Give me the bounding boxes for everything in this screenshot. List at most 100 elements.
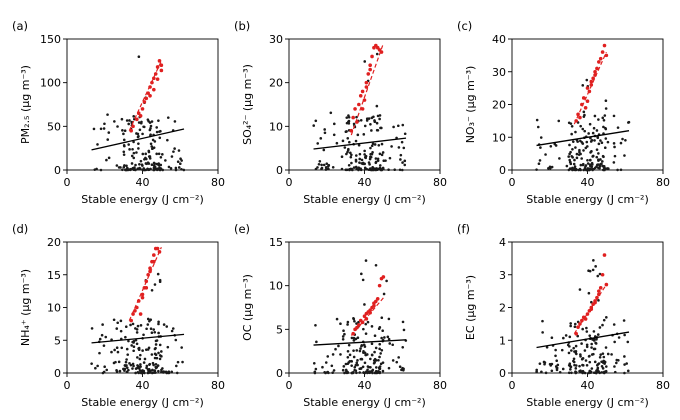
sample-point [331, 371, 334, 375]
y-tick-label: 15 [47, 269, 61, 282]
sample-point [363, 361, 367, 365]
sample-point [376, 157, 380, 161]
sample-point [372, 115, 375, 119]
sample-point [369, 365, 372, 369]
x-tick-label: 80 [433, 176, 447, 189]
sample-point [369, 357, 372, 361]
sample-point [357, 143, 361, 147]
sample-point [350, 167, 354, 171]
sample-point [358, 371, 362, 374]
sample-point [346, 320, 350, 324]
sample-point [599, 139, 602, 142]
sample-point [579, 370, 583, 374]
sample-point [360, 344, 364, 347]
sample-point [370, 325, 374, 328]
sample-point [359, 347, 362, 350]
high-pollution-point [140, 107, 145, 111]
sample-point [364, 156, 367, 160]
sample-point [597, 299, 600, 302]
sample-point [572, 162, 576, 166]
sample-point [622, 319, 626, 322]
panel-label: (b) [234, 19, 250, 33]
sample-point [579, 124, 582, 128]
high-pollution-point [600, 50, 605, 54]
sample-point [354, 337, 358, 341]
sample-point [605, 316, 608, 319]
high-pollution-point [358, 93, 363, 98]
high-pollution-point [133, 308, 137, 313]
sample-point [113, 348, 116, 352]
high-pollution-point [159, 63, 164, 67]
sample-point [588, 334, 592, 337]
y-axis-label: NH₄⁺ (μg m⁻³) [19, 269, 32, 346]
sample-point [352, 339, 356, 342]
sample-point [377, 327, 381, 331]
high-pollution-point [157, 59, 162, 63]
sample-point [591, 163, 594, 166]
sample-point [131, 147, 134, 151]
sample-point [582, 110, 586, 114]
sample-point [370, 342, 374, 346]
sample-point [623, 333, 626, 337]
sample-point [544, 371, 548, 375]
sample-point [560, 348, 564, 352]
sample-point [173, 120, 177, 123]
high-pollution-point [152, 253, 156, 257]
sample-point [571, 166, 574, 170]
sample-point [352, 355, 356, 359]
sample-point [350, 371, 354, 375]
sample-point [353, 319, 356, 323]
sample-point [177, 166, 181, 169]
sample-point [570, 371, 573, 375]
sample-point [397, 124, 400, 128]
sample-point [150, 331, 154, 335]
sample-point [536, 125, 540, 129]
sample-point [144, 168, 148, 172]
y-tick-label: 0 [499, 367, 506, 380]
sample-point [130, 162, 134, 165]
axes-frame [511, 241, 664, 374]
sample-point [586, 159, 589, 162]
y-tick-label: 10 [269, 280, 283, 293]
sample-point [592, 259, 595, 262]
sample-point [144, 348, 148, 351]
sample-point [600, 141, 604, 145]
sample-point [613, 145, 616, 149]
sample-point [358, 349, 362, 353]
sample-point [572, 357, 576, 361]
high-pollution-point [370, 54, 374, 59]
sample-point [316, 166, 319, 169]
sample-point [132, 151, 136, 155]
sample-point [341, 368, 345, 372]
sample-point [401, 168, 404, 172]
sample-point [341, 139, 345, 143]
sample-point [376, 114, 380, 118]
sample-point [381, 166, 385, 170]
sample-point [592, 126, 596, 130]
sample-point [177, 149, 181, 152]
x-tick-label: 40 [358, 379, 372, 392]
sample-point [318, 159, 322, 163]
sample-point [180, 167, 183, 171]
sample-point [158, 343, 162, 347]
sample-point [148, 155, 152, 158]
high-pollution-point [152, 76, 156, 81]
sample-point [116, 321, 119, 325]
sample-point [574, 344, 578, 348]
fit-line-high-pollution [573, 284, 607, 335]
sample-point [374, 157, 378, 160]
sample-point [578, 288, 582, 291]
sample-point [355, 349, 359, 352]
sample-point [170, 370, 174, 374]
sample-point [558, 157, 561, 160]
sample-point [381, 329, 384, 333]
sample-point [578, 150, 581, 154]
sample-point [570, 349, 573, 352]
sample-point [145, 327, 148, 331]
fit-line-all [313, 339, 407, 346]
x-tick-label: 40 [358, 176, 372, 189]
sample-point [147, 369, 151, 373]
sample-point [158, 136, 162, 140]
fit-line-high-pollution [350, 297, 384, 336]
sample-point [366, 320, 370, 324]
